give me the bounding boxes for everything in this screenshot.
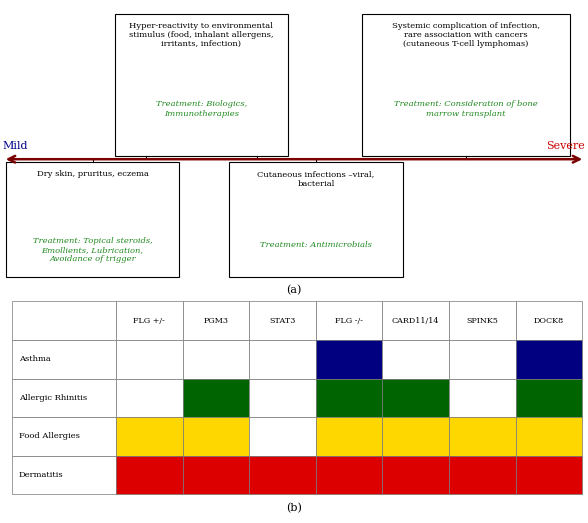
Text: Mild: Mild [3,141,28,151]
Bar [382,379,449,417]
Bar [183,417,249,456]
Bar [116,456,183,494]
Text: (a): (a) [286,286,302,295]
Text: (b): (b) [286,503,302,513]
Bar [516,301,582,340]
Bar [382,301,449,340]
Text: SPINK5: SPINK5 [466,317,498,325]
Bar [116,379,183,417]
Text: Severe: Severe [546,141,585,151]
Bar [516,340,582,379]
Bar [115,14,288,156]
Text: STAT3: STAT3 [269,317,296,325]
Bar [183,301,249,340]
Bar [12,417,116,456]
Text: Treatment: Antimicrobials: Treatment: Antimicrobials [260,242,372,249]
Text: Asthma: Asthma [19,355,51,363]
Text: Allergic Rhinitis: Allergic Rhinitis [19,394,87,402]
Bar [12,301,116,340]
Bar [116,301,183,340]
Text: Systemic complication of infection,
rare association with cancers
(cutaneous T-c: Systemic complication of infection, rare… [392,22,540,48]
Bar [516,379,582,417]
Bar [249,340,316,379]
Text: DOCK8: DOCK8 [534,317,564,325]
Bar [449,379,516,417]
Bar [116,340,183,379]
Text: PGM3: PGM3 [203,317,229,325]
Text: Treatment: Biologics,
Immunotherapies: Treatment: Biologics, Immunotherapies [156,100,247,118]
Bar [249,379,316,417]
Bar [229,162,403,277]
Bar [362,14,570,156]
Bar [183,340,249,379]
Bar [516,417,582,456]
Bar [116,417,183,456]
Text: Food Allergies: Food Allergies [19,433,80,440]
Bar [382,456,449,494]
Text: FLG -/-: FLG -/- [335,317,363,325]
Bar [316,379,382,417]
Bar [449,340,516,379]
Bar [382,417,449,456]
Bar [12,456,116,494]
Bar [449,456,516,494]
Bar [6,162,179,277]
Bar [316,456,382,494]
Bar [316,417,382,456]
Bar [183,379,249,417]
Text: Treatment: Consideration of bone
marrow transplant: Treatment: Consideration of bone marrow … [394,100,538,118]
Text: Dry skin, pruritus, eczema: Dry skin, pruritus, eczema [36,170,149,178]
Text: Dermatitis: Dermatitis [19,471,64,479]
Bar [316,340,382,379]
Bar [249,456,316,494]
Bar [449,301,516,340]
Bar [183,456,249,494]
Bar [449,417,516,456]
Text: Hyper-reactivity to environmental
stimulus (food, inhalant allergens,
irritants,: Hyper-reactivity to environmental stimul… [129,22,273,48]
Text: Cutaneous infections –viral,
bacterial: Cutaneous infections –viral, bacterial [258,170,375,188]
Bar [12,340,116,379]
Text: CARD11/14: CARD11/14 [392,317,439,325]
Bar [382,340,449,379]
Bar [249,301,316,340]
Text: FLG +/-: FLG +/- [133,317,165,325]
Text: Treatment: Topical steroids,
Emollients, Lubrication,
Avoidance of trigger: Treatment: Topical steroids, Emollients,… [33,237,152,263]
Bar [12,379,116,417]
Bar [516,456,582,494]
Bar [316,301,382,340]
Bar [249,417,316,456]
